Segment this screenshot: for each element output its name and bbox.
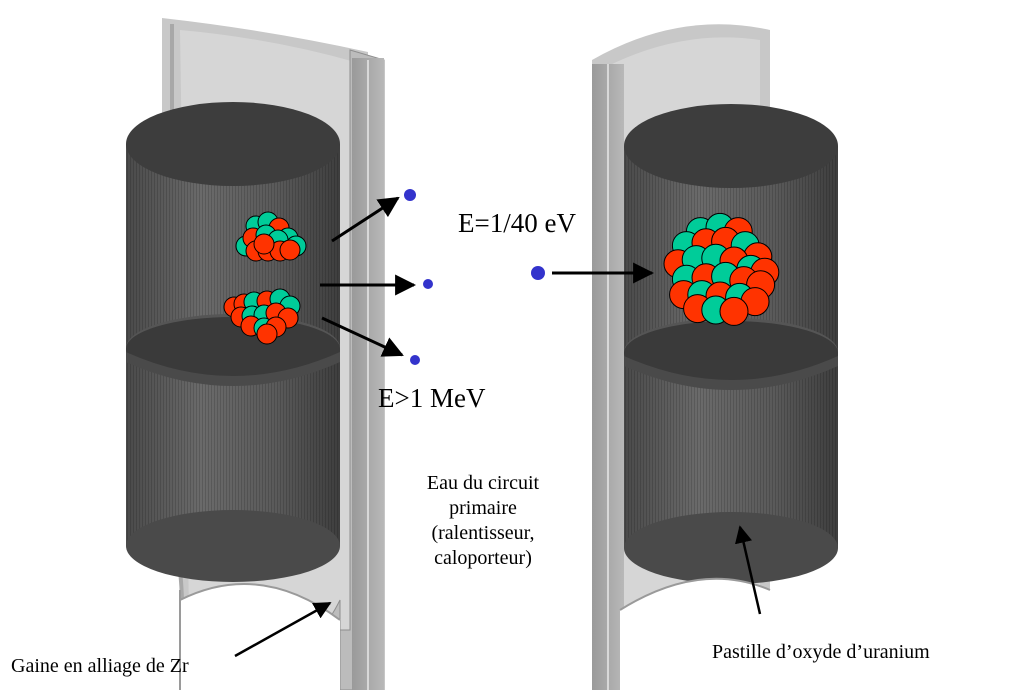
left-fuel-rod [126,18,385,690]
proton-particle [253,233,275,255]
neutron-dot-icon [410,355,420,365]
neutron-dot-icon [531,266,545,280]
proton-particle [256,323,278,345]
label-thermal-energy: E=1/40 eV [458,208,576,238]
arrow-cladding [234,601,332,658]
label-cladding: Gaine en alliage de Zr [11,655,189,677]
label-primary-water-line4: caloporteur) [434,547,532,569]
label-primary-water-line2: primaire [449,497,517,519]
nucleus-icon [663,212,780,326]
neutron-dot-icon [404,189,416,201]
label-primary-water-line3: (ralentisseur, [431,522,535,544]
arrow-pellet [735,525,762,615]
nucleus-icon [223,288,301,345]
right-pellet-top-face [624,104,838,188]
label-fast-energy: E>1 MeV [378,383,486,413]
arrow-fast-neutron-up [331,196,400,243]
label-primary-water-line1: Eau du circuit [426,472,540,494]
neutron-dot-icon [423,279,433,289]
proton-particle [719,296,749,326]
right-fuel-rod [592,24,838,690]
proton-particle [279,239,301,261]
arrow-fast-neutron-down [321,316,404,357]
nucleus-icon [235,211,307,262]
left-pellet-top-face [126,102,340,186]
label-pellet: Pastille d’oxyde d’uranium [712,641,930,663]
label-primary-water: Eau du circuit primaire (ralentisseur, c… [404,471,562,571]
